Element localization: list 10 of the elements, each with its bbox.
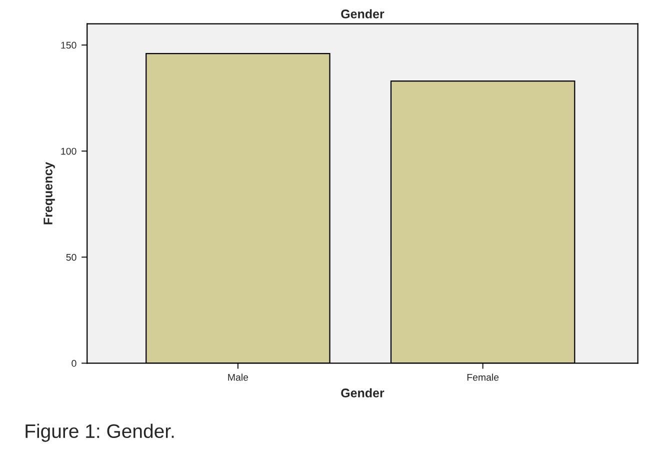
x-axis-title: Gender	[341, 388, 384, 398]
x-tick-label: Male	[228, 374, 248, 381]
chart-title: Gender	[341, 9, 384, 18]
y-tick-label: 100	[61, 148, 76, 155]
y-tick-label: 0	[72, 360, 76, 367]
caption: Figure 1: Gender.	[26, 424, 174, 442]
y-tick-label: 50	[66, 254, 76, 261]
y-tick-label: 150	[61, 42, 76, 49]
x-tick-label: Female	[467, 374, 499, 381]
y-axis-title: Frequency	[44, 162, 55, 224]
